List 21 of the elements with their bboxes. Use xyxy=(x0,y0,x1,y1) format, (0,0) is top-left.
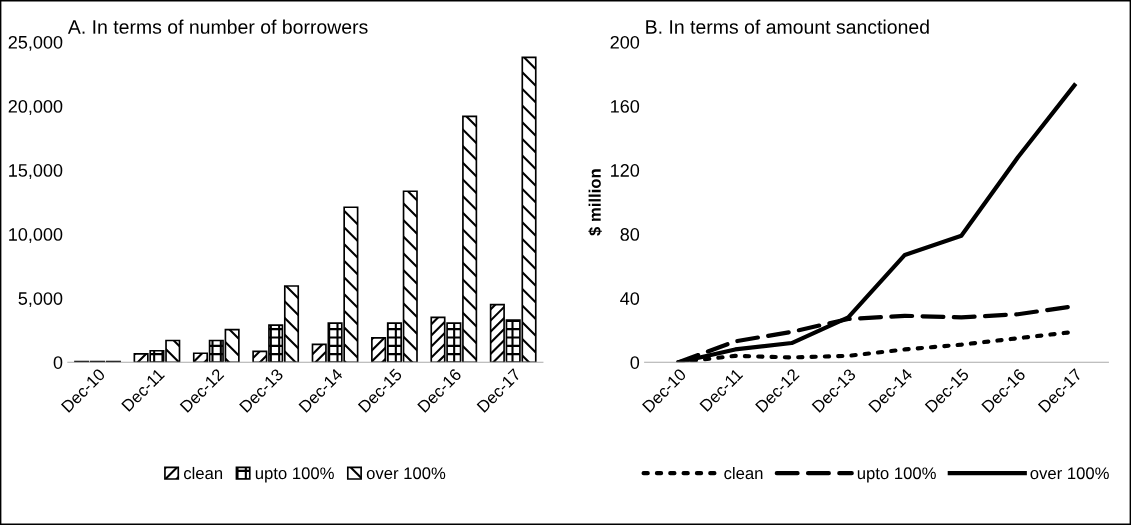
y-tick-label: 15,000 xyxy=(9,164,63,179)
y-tick-label: 25,000 xyxy=(8,35,63,51)
legend-label: upto 100% xyxy=(857,467,936,483)
y-tick-label: 120 xyxy=(611,164,640,177)
legend-label: over 100% xyxy=(366,467,446,480)
chart-title: A. In terms of number of borrowers xyxy=(67,19,368,34)
legend-label: over 100% xyxy=(1030,467,1109,480)
legend-label: clean xyxy=(183,466,223,480)
legend-label: upto 100% xyxy=(255,467,334,483)
y-tick-label: 200 xyxy=(610,35,640,49)
y-tick-label: 0 xyxy=(53,356,63,369)
y-tick-label: 80 xyxy=(620,228,640,241)
y-tick-label: 20,000 xyxy=(8,99,63,115)
chart-title: B. In terms of amount sanctioned xyxy=(646,19,929,34)
y-tick-label: 160 xyxy=(611,99,640,113)
y-axis-title: $ million xyxy=(588,169,602,236)
y-tick-label: 0 xyxy=(630,356,640,369)
y-tick-label: 40 xyxy=(620,292,640,305)
y-tick-label: 5,000 xyxy=(18,292,63,308)
legend-label: clean xyxy=(724,466,763,480)
y-tick-label: 10,000 xyxy=(9,228,63,243)
